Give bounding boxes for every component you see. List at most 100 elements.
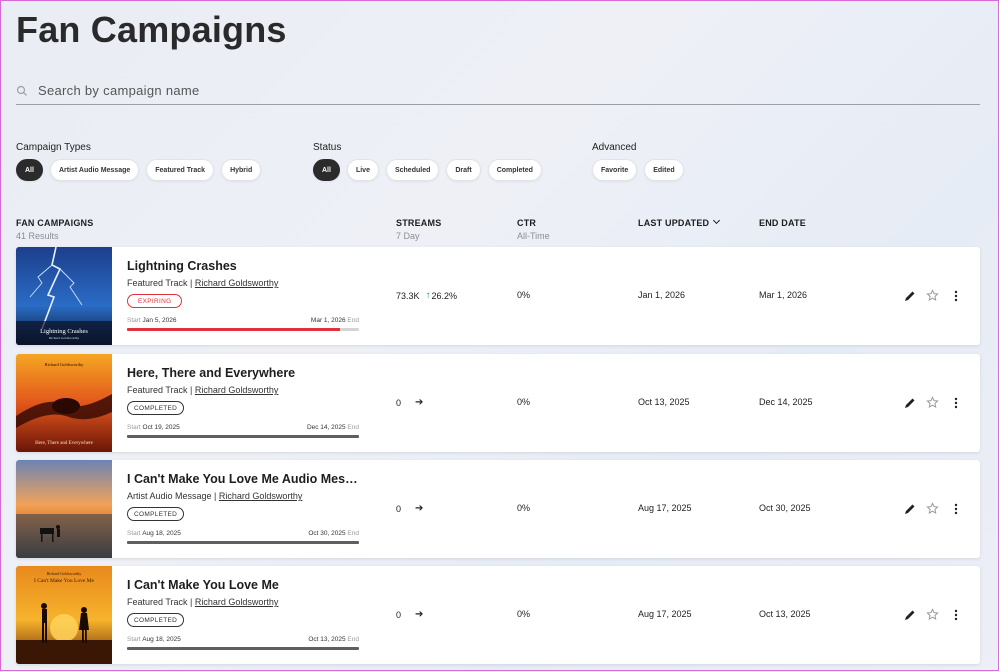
trend-value: 26.2% [431, 290, 458, 301]
streams-cell: 73.3K ↑ 26.2% [396, 290, 457, 301]
col-fan-campaigns[interactable]: FAN CAMPAIGNS [16, 218, 94, 228]
campaign-card[interactable]: Richard Goldsworthy Here, There and Ever… [16, 354, 980, 452]
campaign-type: Artist Audio Message [127, 491, 212, 501]
campaign-title[interactable]: Lightning Crashes [127, 259, 237, 273]
more-options-icon[interactable] [949, 502, 962, 515]
chip-status-live[interactable]: Live [346, 159, 379, 181]
streams-value: 73.3K [396, 290, 420, 301]
campaign-title[interactable]: I Can't Make You Love Me [127, 578, 279, 592]
chip-type-artist-audio-message[interactable]: Artist Audio Message [49, 159, 140, 181]
end-date-value: Oct 13, 2025 [759, 609, 811, 619]
status-badge: COMPLETED [127, 613, 185, 627]
artist-link[interactable]: Richard Goldsworthy [194, 278, 279, 288]
ctr-value: 0% [517, 609, 531, 619]
progress-fill [127, 328, 341, 331]
campaign-card[interactable]: Richard Goldsworthy I Can't Make You Lov… [16, 566, 980, 664]
end-date-value: Mar 1, 2026 [759, 290, 808, 300]
streams-value: 0 [396, 609, 402, 620]
streams-cell: 0 ➔ [396, 397, 423, 408]
chip-status-completed[interactable]: Completed [487, 159, 542, 181]
last-updated-value: Oct 13, 2025 [638, 397, 690, 407]
edit-icon[interactable] [903, 608, 916, 621]
art-title: Lightning Crashes [40, 328, 88, 335]
chip-favorite[interactable]: Favorite [592, 159, 638, 181]
artist-link[interactable]: Richard Goldsworthy [218, 491, 303, 501]
campaign-title[interactable]: Here, There and Everywhere [127, 366, 296, 380]
last-updated-value: Aug 17, 2025 [638, 503, 692, 513]
col-streams-sub: 7 Day [396, 231, 420, 241]
arrow-right-icon[interactable]: ➔ [415, 397, 424, 408]
col-streams[interactable]: STREAMS [396, 218, 442, 228]
streams-trend: ↑ 26.2% [426, 290, 458, 301]
end-date-value: Dec 14, 2025 [759, 397, 813, 407]
artist-link[interactable]: Richard Goldsworthy [194, 385, 279, 395]
col-last-updated[interactable]: LAST UPDATED [638, 216, 721, 228]
ctr-value: 0% [517, 290, 531, 300]
campaign-artwork[interactable]: Richard Goldsworthy Here, There and Ever… [16, 354, 112, 452]
campaign-subtitle: Featured Track | Richard Goldsworthy [127, 278, 279, 288]
streams-cell: 0 ➔ [396, 609, 423, 620]
end-label: End [347, 636, 359, 643]
star-icon[interactable] [926, 502, 939, 515]
campaign-card[interactable]: Lightning Crashes Richard Goldsworthy Li… [16, 247, 980, 345]
chip-type-all[interactable]: All [16, 159, 43, 181]
start-label: Start [127, 317, 141, 324]
progress-fill [127, 647, 359, 650]
arrow-right-icon[interactable]: ➔ [415, 609, 424, 620]
search-input[interactable] [38, 83, 938, 98]
search-icon [16, 85, 27, 96]
end-label: End [347, 317, 359, 324]
campaign-artwork[interactable] [16, 460, 112, 558]
results-count: 41 Results [16, 231, 59, 241]
end-label: End [347, 424, 359, 431]
campaign-title[interactable]: I Can't Make You Love Me Audio Messa... [127, 472, 362, 486]
row-actions [903, 289, 962, 302]
artist-link[interactable]: Richard Goldsworthy [194, 597, 279, 607]
start-label: Start [127, 530, 141, 537]
more-options-icon[interactable] [949, 289, 962, 302]
col-last-updated-label: LAST UPDATED [638, 218, 710, 228]
chip-edited[interactable]: Edited [644, 159, 684, 181]
edit-icon[interactable] [903, 289, 916, 302]
progress-bar [127, 435, 359, 438]
chip-status-all[interactable]: All [313, 159, 340, 181]
chevron-down-icon[interactable] [713, 216, 721, 225]
trend-up-icon: ↑ [425, 290, 431, 301]
last-updated-value: Jan 1, 2026 [638, 290, 686, 300]
campaign-card[interactable]: I Can't Make You Love Me Audio Messa... … [16, 460, 980, 558]
col-end-date[interactable]: END DATE [759, 218, 806, 228]
more-options-icon[interactable] [949, 608, 962, 621]
star-icon[interactable] [926, 396, 939, 409]
edit-icon[interactable] [903, 396, 916, 409]
streams-cell: 0 ➔ [396, 503, 423, 514]
start-label: Start [127, 424, 141, 431]
campaign-subtitle: Artist Audio Message | Richard Goldswort… [127, 491, 303, 501]
campaign-subtitle: Featured Track | Richard Goldsworthy [127, 385, 279, 395]
streams-value: 0 [396, 397, 402, 408]
chip-status-draft[interactable]: Draft [446, 159, 481, 181]
chip-type-featured-track[interactable]: Featured Track [146, 159, 215, 181]
progress-bar [127, 647, 359, 650]
campaign-artwork[interactable]: Richard Goldsworthy I Can't Make You Lov… [16, 566, 112, 664]
more-options-icon[interactable] [949, 396, 962, 409]
star-icon[interactable] [926, 289, 939, 302]
progress-bar [127, 328, 359, 331]
page-title: Fan Campaigns [16, 9, 287, 50]
end-date-value: Oct 30, 2025 [759, 503, 811, 513]
end-date: Oct 13, 2025 [308, 636, 346, 643]
art-artist: Richard Goldsworthy [47, 571, 82, 576]
campaign-type: Featured Track [127, 597, 188, 607]
arrow-right-icon[interactable]: ➔ [415, 503, 424, 514]
campaign-artwork[interactable]: Lightning Crashes Richard Goldsworthy [16, 247, 112, 345]
chip-status-scheduled[interactable]: Scheduled [385, 159, 440, 181]
star-icon[interactable] [926, 608, 939, 621]
chip-type-hybrid[interactable]: Hybrid [221, 159, 262, 181]
search-bar [16, 77, 980, 105]
campaign-type: Featured Track [127, 385, 188, 395]
edit-icon[interactable] [903, 502, 916, 515]
status-filter: Status All Live Scheduled Draft Complete… [313, 142, 542, 181]
col-ctr[interactable]: CTR [517, 218, 537, 228]
art-artist: Richard Goldsworthy [49, 336, 79, 340]
status-badge: COMPLETED [127, 401, 185, 415]
advanced-filter: Advanced Favorite Edited [592, 142, 684, 181]
